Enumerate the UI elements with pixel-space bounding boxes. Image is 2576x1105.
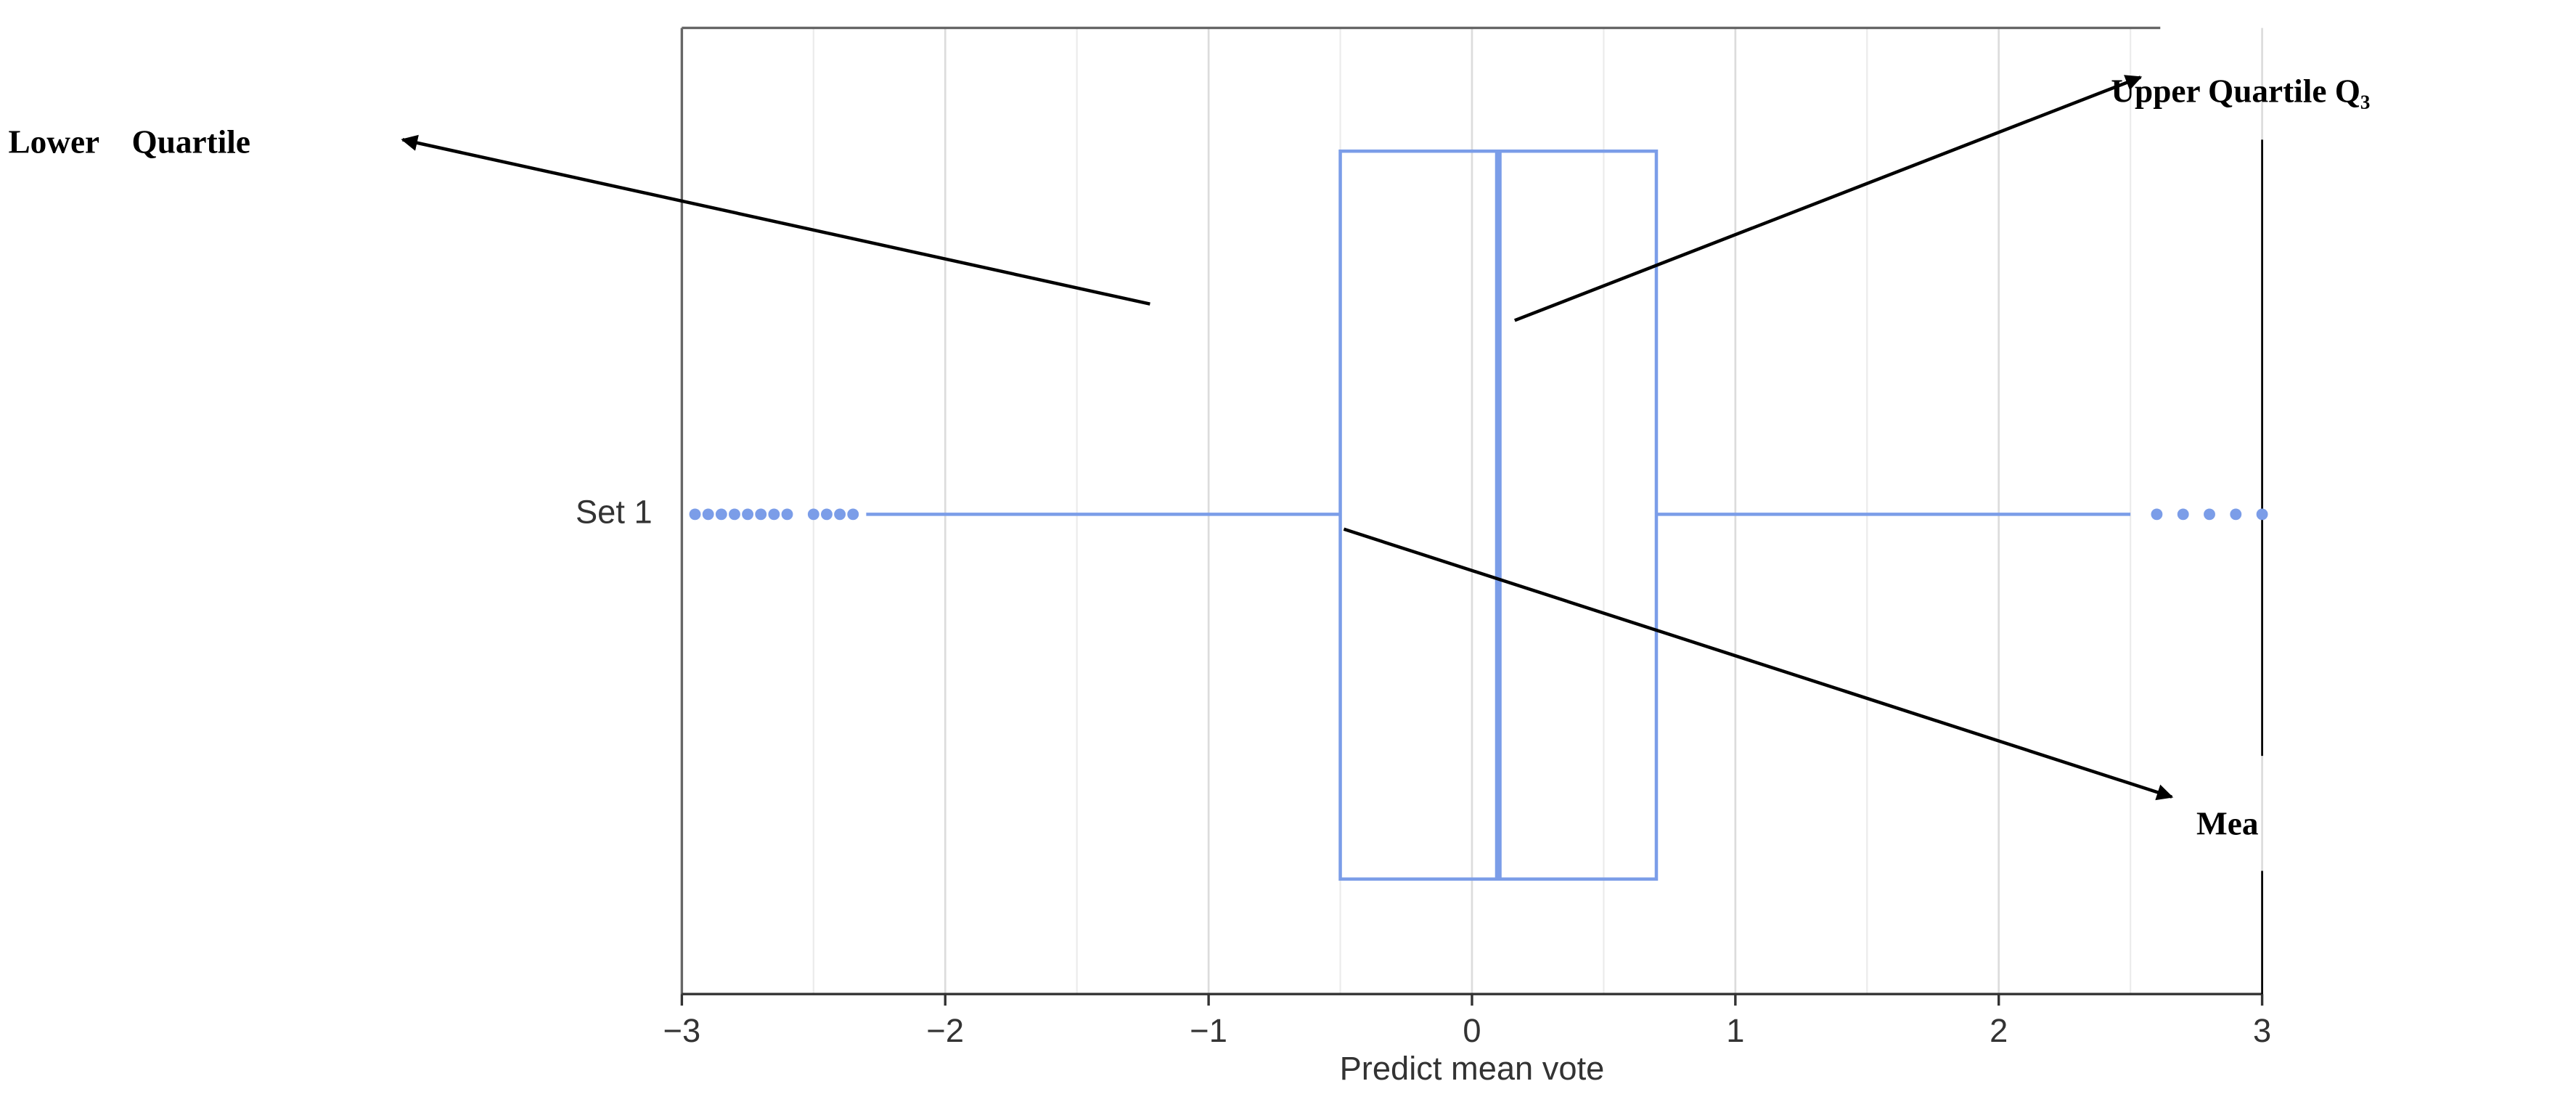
outlier — [781, 508, 793, 521]
x-tick-label: −2 — [926, 1012, 964, 1049]
arrow — [1343, 527, 2174, 801]
category-label: Set 1 — [576, 493, 653, 530]
plot — [689, 149, 2268, 881]
outlier — [834, 508, 846, 521]
arrow — [401, 134, 1150, 306]
x-tick-label: −3 — [663, 1012, 701, 1049]
outlier — [2256, 508, 2268, 521]
x-tick-label: 3 — [2253, 1012, 2271, 1049]
annotation: Mea — [2196, 806, 2258, 842]
outlier — [821, 508, 833, 521]
outlier — [702, 508, 714, 521]
x-axis-label: Predict mean vote — [1340, 1050, 1605, 1087]
outlier — [715, 508, 727, 521]
annotation: Lower Quartile — [8, 123, 250, 160]
outlier — [2204, 508, 2215, 521]
outlier — [2151, 508, 2163, 521]
outlier — [807, 508, 819, 521]
outlier — [2177, 508, 2189, 521]
outlier — [729, 508, 740, 521]
outlier — [689, 508, 701, 521]
outlier — [755, 508, 767, 521]
outlier — [847, 508, 859, 521]
outlier — [2230, 508, 2242, 521]
outlier — [768, 508, 780, 521]
x-tick-label: 1 — [1726, 1012, 1744, 1049]
outlier — [742, 508, 754, 521]
x-tick-label: −1 — [1190, 1012, 1227, 1049]
x-tick-label: 2 — [1990, 1012, 2008, 1049]
x-tick-label: 0 — [1463, 1012, 1481, 1049]
arrow — [1514, 75, 2143, 322]
annotation: Upper Quartile Q₃ — [2111, 73, 2370, 109]
grid — [681, 28, 2263, 995]
